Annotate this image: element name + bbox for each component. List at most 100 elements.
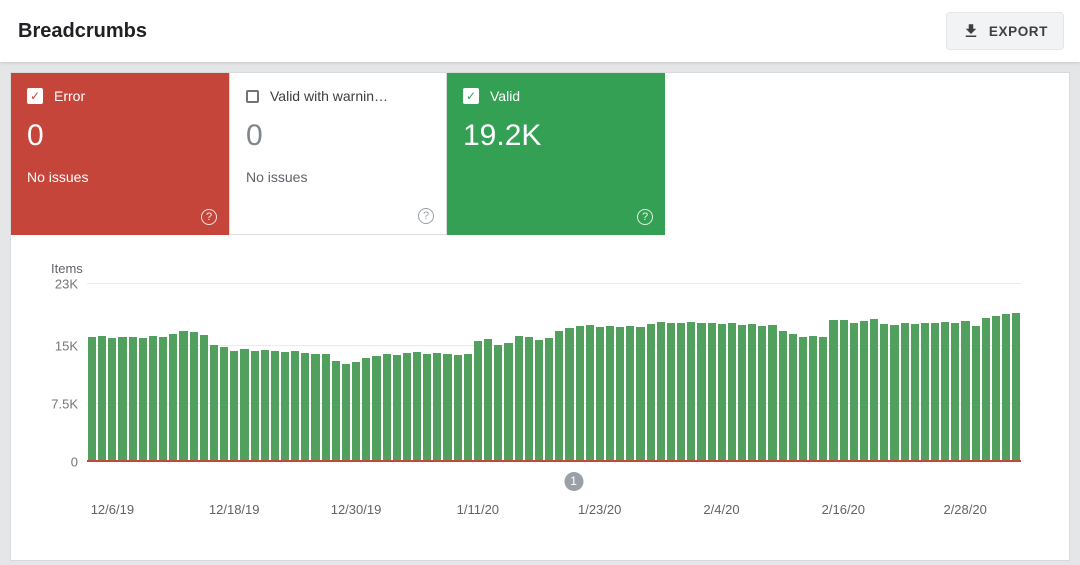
valid-checkbox[interactable]: ✓: [463, 88, 479, 104]
valid-items-bar[interactable]: [961, 321, 970, 462]
help-icon[interactable]: ?: [418, 208, 434, 224]
valid-items-bar[interactable]: [727, 323, 736, 462]
valid-items-bar[interactable]: [413, 352, 422, 462]
valid-items-bar[interactable]: [666, 323, 676, 462]
valid-items-bar[interactable]: [148, 335, 158, 462]
error-checkbox[interactable]: ✓: [27, 88, 43, 104]
valid-items-bar[interactable]: [605, 325, 615, 462]
valid-items-bar[interactable]: [88, 337, 97, 462]
valid-items-bar[interactable]: [545, 338, 554, 462]
valid-items-bar[interactable]: [189, 331, 198, 462]
valid-items-bar[interactable]: [230, 350, 239, 462]
valid-items-bar[interactable]: [585, 325, 594, 462]
valid-items-bar[interactable]: [443, 354, 452, 462]
valid-items-bar[interactable]: [240, 349, 249, 462]
valid-items-bar[interactable]: [920, 322, 929, 462]
valid-items-bar[interactable]: [941, 321, 950, 462]
valid-items-bar[interactable]: [656, 321, 665, 462]
valid-items-bar[interactable]: [900, 323, 909, 462]
valid-items-bar[interactable]: [98, 335, 107, 462]
valid-items-bar[interactable]: [707, 322, 716, 462]
valid-items-bar[interactable]: [260, 349, 269, 462]
valid-items-bar[interactable]: [220, 346, 229, 462]
valid-items-bar[interactable]: [270, 350, 279, 462]
valid-items-bar[interactable]: [463, 353, 472, 462]
valid-items-bar[interactable]: [362, 358, 371, 462]
valid-items-bar[interactable]: [839, 319, 848, 462]
valid-items-bar[interactable]: [626, 325, 635, 462]
valid-items-bar[interactable]: [392, 355, 401, 462]
valid-card[interactable]: ✓ Valid 19.2K ?: [447, 73, 665, 235]
valid-items-bar[interactable]: [849, 323, 858, 462]
valid-with-warnings-checkbox[interactable]: [246, 89, 259, 103]
export-button[interactable]: EXPORT: [945, 12, 1064, 50]
valid-items-bar[interactable]: [1002, 314, 1011, 462]
valid-items-bar[interactable]: [677, 322, 686, 462]
valid-items-bar[interactable]: [423, 353, 432, 462]
valid-items-bar[interactable]: [788, 334, 797, 462]
valid-items-bar[interactable]: [798, 336, 808, 462]
valid-items-bar[interactable]: [108, 338, 117, 462]
valid-items-bar[interactable]: [930, 323, 940, 462]
valid-items-bar[interactable]: [291, 351, 300, 462]
valid-items-bar[interactable]: [890, 325, 899, 462]
valid-items-bar[interactable]: [717, 324, 726, 462]
error-card[interactable]: ✓ Error 0 No issues ?: [11, 73, 229, 235]
valid-items-bar[interactable]: [910, 324, 919, 462]
valid-items-bar[interactable]: [616, 327, 625, 462]
valid-items-bar[interactable]: [809, 335, 818, 462]
valid-items-bar[interactable]: [128, 336, 137, 462]
valid-items-bar[interactable]: [169, 333, 178, 462]
valid-items-bar[interactable]: [575, 325, 584, 462]
valid-items-bar[interactable]: [199, 335, 208, 462]
valid-items-bar[interactable]: [971, 325, 980, 462]
valid-items-bar[interactable]: [250, 351, 259, 462]
valid-items-bar[interactable]: [504, 342, 513, 462]
valid-items-bar[interactable]: [402, 352, 411, 462]
valid-items-bar[interactable]: [555, 331, 564, 462]
chart-marker[interactable]: 1: [564, 472, 584, 491]
valid-items-bar[interactable]: [453, 355, 462, 462]
valid-items-bar[interactable]: [118, 337, 127, 462]
valid-items-bar[interactable]: [372, 355, 381, 462]
valid-items-bar[interactable]: [494, 345, 503, 462]
valid-items-bar[interactable]: [778, 331, 787, 462]
valid-items-bar[interactable]: [473, 341, 483, 462]
valid-items-bar[interactable]: [534, 339, 544, 462]
valid-items-bar[interactable]: [341, 363, 351, 462]
valid-items-bar[interactable]: [514, 335, 523, 462]
valid-items-bar[interactable]: [991, 315, 1001, 462]
valid-items-bar[interactable]: [636, 326, 645, 462]
valid-items-bar[interactable]: [859, 321, 869, 462]
valid-items-bar[interactable]: [829, 320, 838, 462]
help-icon[interactable]: ?: [637, 209, 653, 225]
valid-items-bar[interactable]: [484, 338, 493, 462]
valid-items-bar[interactable]: [321, 353, 330, 462]
valid-items-bar[interactable]: [1012, 313, 1021, 462]
valid-items-bar[interactable]: [565, 328, 574, 462]
valid-items-bar[interactable]: [179, 331, 188, 462]
valid-items-bar[interactable]: [687, 321, 696, 462]
valid-items-bar[interactable]: [646, 324, 655, 462]
valid-items-bar[interactable]: [352, 362, 361, 462]
valid-items-bar[interactable]: [433, 352, 442, 462]
valid-items-bar[interactable]: [524, 337, 533, 462]
valid-items-bar[interactable]: [280, 352, 290, 462]
valid-items-bar[interactable]: [697, 323, 706, 462]
valid-items-bar[interactable]: [209, 345, 219, 462]
valid-items-bar[interactable]: [301, 352, 310, 462]
valid-items-bar[interactable]: [768, 325, 777, 462]
valid-items-bar[interactable]: [382, 354, 391, 462]
valid-items-bar[interactable]: [159, 336, 168, 462]
valid-items-bar[interactable]: [138, 338, 147, 462]
valid-items-bar[interactable]: [748, 324, 757, 462]
valid-items-bar[interactable]: [331, 361, 340, 462]
valid-items-bar[interactable]: [738, 325, 747, 462]
valid-items-bar[interactable]: [819, 337, 828, 462]
valid-with-warnings-card[interactable]: Valid with warnin… 0 No issues ?: [229, 73, 447, 235]
valid-items-bar[interactable]: [880, 324, 889, 462]
valid-items-bar[interactable]: [870, 318, 879, 462]
valid-items-bar[interactable]: [311, 354, 320, 462]
valid-items-bar[interactable]: [595, 326, 604, 462]
valid-items-bar[interactable]: [981, 318, 990, 462]
